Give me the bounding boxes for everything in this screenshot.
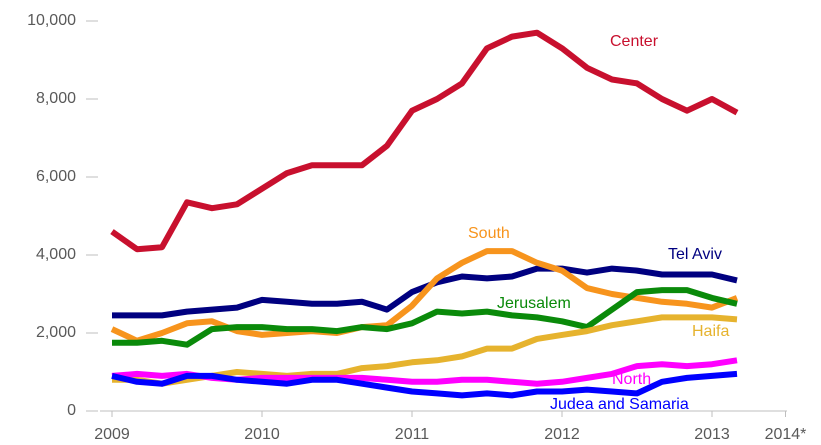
series-label: North	[612, 371, 651, 388]
x-tick-label: 2011	[395, 426, 430, 443]
x-tick-label: 2010	[244, 426, 280, 443]
y-tick-label: 6,000	[36, 168, 76, 185]
y-tick-label: 8,000	[36, 90, 76, 107]
x-tick-label: 2013	[694, 426, 730, 443]
series-label: Jerusalem	[497, 295, 571, 312]
series-line	[112, 265, 738, 319]
series-label: Haifa	[692, 323, 729, 340]
series-label: South	[468, 225, 510, 242]
series-label: Tel Aviv	[668, 246, 722, 263]
series-line	[110, 248, 739, 344]
series-line	[110, 29, 739, 253]
x-tick-label: 2012	[544, 426, 580, 443]
series-label: Center	[610, 33, 659, 50]
x-tick-label: 2014*	[765, 426, 807, 443]
y-tick-label: 0	[67, 402, 76, 419]
series-line	[112, 287, 738, 348]
x-tick-label: 2009	[94, 426, 130, 443]
series-label: Judea and Samaria	[550, 396, 689, 413]
series-line	[111, 370, 738, 399]
y-tick-label: 2,000	[36, 324, 76, 341]
y-tick-label: 4,000	[36, 246, 76, 263]
y-tick-label: 10,000	[27, 12, 76, 29]
